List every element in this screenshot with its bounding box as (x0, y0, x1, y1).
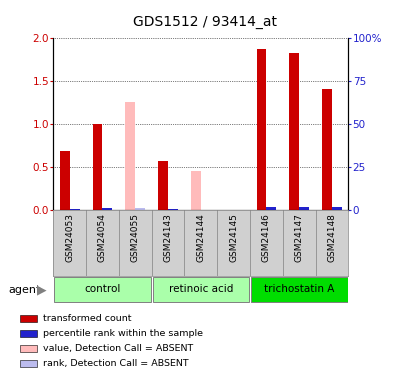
Text: retinoic acid: retinoic acid (168, 284, 233, 294)
Text: rank, Detection Call = ABSENT: rank, Detection Call = ABSENT (43, 359, 188, 368)
Text: GSM24145: GSM24145 (229, 213, 238, 262)
Bar (289, 53, 299, 210)
Text: GSM24143: GSM24143 (163, 213, 172, 262)
Text: control: control (84, 284, 120, 294)
Bar (266, 207, 276, 210)
Bar (321, 89, 331, 210)
Text: GSM24054: GSM24054 (98, 213, 107, 262)
Text: percentile rank within the sample: percentile rank within the sample (43, 329, 202, 338)
Text: GSM24147: GSM24147 (294, 213, 303, 262)
Text: GSM24144: GSM24144 (196, 213, 205, 262)
Bar (331, 207, 341, 210)
FancyBboxPatch shape (250, 277, 347, 302)
Bar (158, 161, 168, 210)
Text: GSM24148: GSM24148 (327, 213, 336, 262)
Bar (20, 330, 37, 338)
Bar (60, 152, 70, 210)
FancyBboxPatch shape (152, 277, 249, 302)
Text: value, Detection Call = ABSENT: value, Detection Call = ABSENT (43, 344, 193, 353)
Text: GSM24146: GSM24146 (261, 213, 270, 262)
Bar (135, 207, 145, 210)
Bar (92, 124, 102, 210)
Bar (20, 345, 37, 352)
Text: transformed count: transformed count (43, 314, 131, 323)
Text: trichostatin A: trichostatin A (263, 284, 334, 294)
Bar (102, 208, 112, 210)
Bar (256, 49, 266, 210)
Bar (125, 102, 135, 210)
Text: agent: agent (8, 285, 40, 295)
Text: GSM24055: GSM24055 (130, 213, 139, 262)
Bar (299, 207, 308, 210)
Bar (20, 315, 37, 322)
Bar (191, 171, 200, 210)
Text: GDS1512 / 93414_at: GDS1512 / 93414_at (133, 15, 276, 29)
FancyBboxPatch shape (54, 277, 151, 302)
Text: ▶: ▶ (37, 283, 46, 296)
Text: GSM24053: GSM24053 (65, 213, 74, 262)
Bar (20, 360, 37, 368)
Bar (70, 209, 79, 210)
Bar (168, 209, 178, 210)
